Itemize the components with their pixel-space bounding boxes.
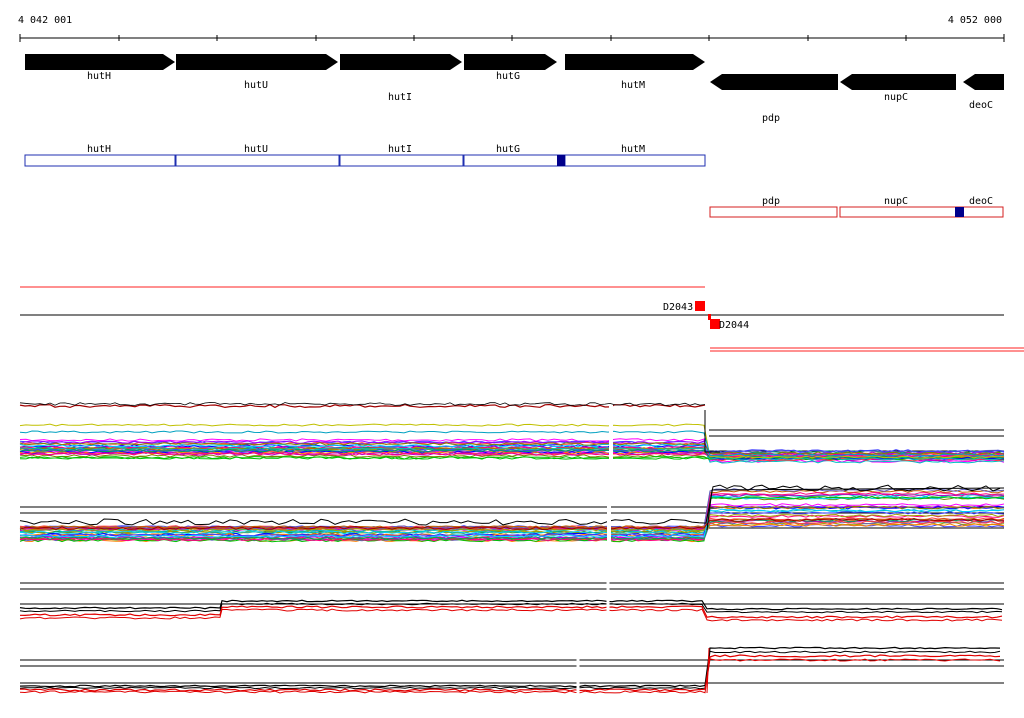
gene-arrow-deoC[interactable] [963, 74, 1004, 90]
expression-trace [19, 430, 1005, 457]
gene-label-hutI: hutI [388, 92, 412, 103]
gene-box-hutI[interactable] [339, 154, 464, 167]
gene-arrow-hutI[interactable] [340, 54, 462, 70]
expression-trace-black [19, 602, 1003, 614]
expression-trace [19, 438, 1005, 463]
expression-traces-2 [19, 484, 1005, 543]
expression-trace [19, 517, 1005, 531]
expression-trace [19, 442, 1005, 455]
marker-label-D2043: D2043 [663, 302, 693, 313]
box-label-hutG: hutG [496, 144, 520, 155]
expression-panel-3 [19, 578, 1004, 622]
gene-label-deoC: deoC [969, 100, 993, 111]
gene-box-hutG[interactable] [463, 154, 565, 167]
expression-trace-high [19, 402, 706, 406]
expression-trace [19, 448, 1005, 453]
expression-trace [19, 423, 1004, 459]
gene-label-nupC: nupC [884, 92, 908, 103]
gene-box-deoC[interactable] [962, 206, 1004, 218]
box-label-hutM: hutM [621, 144, 645, 155]
gene-arrow-hutG[interactable] [464, 54, 557, 70]
feature-block-nupC[interactable] [955, 207, 964, 217]
gene-label-pdp: pdp [762, 113, 780, 124]
expression-trace-step [706, 647, 710, 694]
box-label-hutU: hutU [244, 144, 268, 155]
expression-trace-peak [19, 484, 1001, 526]
marker-D2043[interactable] [695, 301, 705, 311]
gene-arrow-track: hutH hutU hutI hutG hutM pdp nupC deoC [25, 54, 1004, 124]
expression-trace [19, 447, 1005, 461]
box-label-hutH: hutH [87, 144, 111, 155]
expression-trace-red [19, 605, 1003, 619]
box-label-hutI: hutI [388, 144, 412, 155]
probe-track: D2043 D2044 [20, 286, 1024, 352]
gene-arrow-nupC[interactable] [840, 74, 956, 90]
expression-trace-drop [704, 410, 720, 453]
expression-trace [19, 508, 1005, 538]
marker-D2044[interactable] [710, 319, 720, 329]
gene-box-hutU[interactable] [175, 154, 340, 167]
gene-box-pdp[interactable] [709, 206, 838, 218]
gene-label-hutH: hutH [87, 71, 111, 82]
gene-label-hutM: hutM [621, 80, 645, 91]
box-label-nupC: nupC [884, 196, 908, 207]
gene-arrow-pdp[interactable] [710, 74, 838, 90]
expression-panel-1 [19, 402, 1005, 464]
gene-arrow-hutH[interactable] [25, 54, 175, 70]
marker-label-D2044: D2044 [719, 320, 749, 331]
box-label-deoC: deoC [969, 196, 993, 207]
expression-trace-red [19, 658, 1001, 694]
expression-traces-4 [19, 646, 1001, 694]
gene-arrow-hutU[interactable] [176, 54, 338, 70]
expression-trace-black [19, 646, 1001, 688]
marker-D2044-tick [708, 314, 711, 320]
expression-trace [19, 491, 1004, 542]
forward-gene-box-track: hutH hutU hutI hutG hutM [24, 144, 706, 167]
expression-traces-1 [19, 402, 1005, 464]
expression-trace [19, 523, 1005, 537]
expression-trace-black [19, 599, 1003, 611]
gene-arrow-hutM[interactable] [565, 54, 705, 70]
expression-trace-red [19, 654, 1001, 692]
feature-block-hutG[interactable] [557, 155, 565, 166]
coordinate-start-label: 4 042 001 [18, 15, 72, 26]
gene-box-hutH[interactable] [24, 154, 176, 167]
expression-trace [19, 451, 1005, 457]
expression-trace [19, 513, 1005, 532]
coordinate-ruler [19, 34, 1005, 42]
gene-box-hutM[interactable] [564, 154, 706, 167]
reverse-gene-box-track: pdp nupC deoC [709, 196, 1004, 218]
gene-label-hutG: hutG [496, 71, 520, 82]
expression-trace-black [19, 650, 1001, 690]
expression-trace-high [19, 403, 706, 409]
coordinate-end-label: 4 052 000 [948, 15, 1002, 26]
expression-trace-red [19, 608, 1003, 622]
expression-trace-step [706, 487, 1005, 531]
gene-label-hutU: hutU [244, 80, 268, 91]
gene-box-nupC[interactable] [839, 206, 964, 218]
expression-panel-2 [19, 484, 1005, 545]
expression-trace [19, 511, 1005, 537]
expression-traces-3 [19, 599, 1003, 622]
box-label-pdp: pdp [762, 196, 780, 207]
expression-panel-4 [19, 646, 1004, 695]
